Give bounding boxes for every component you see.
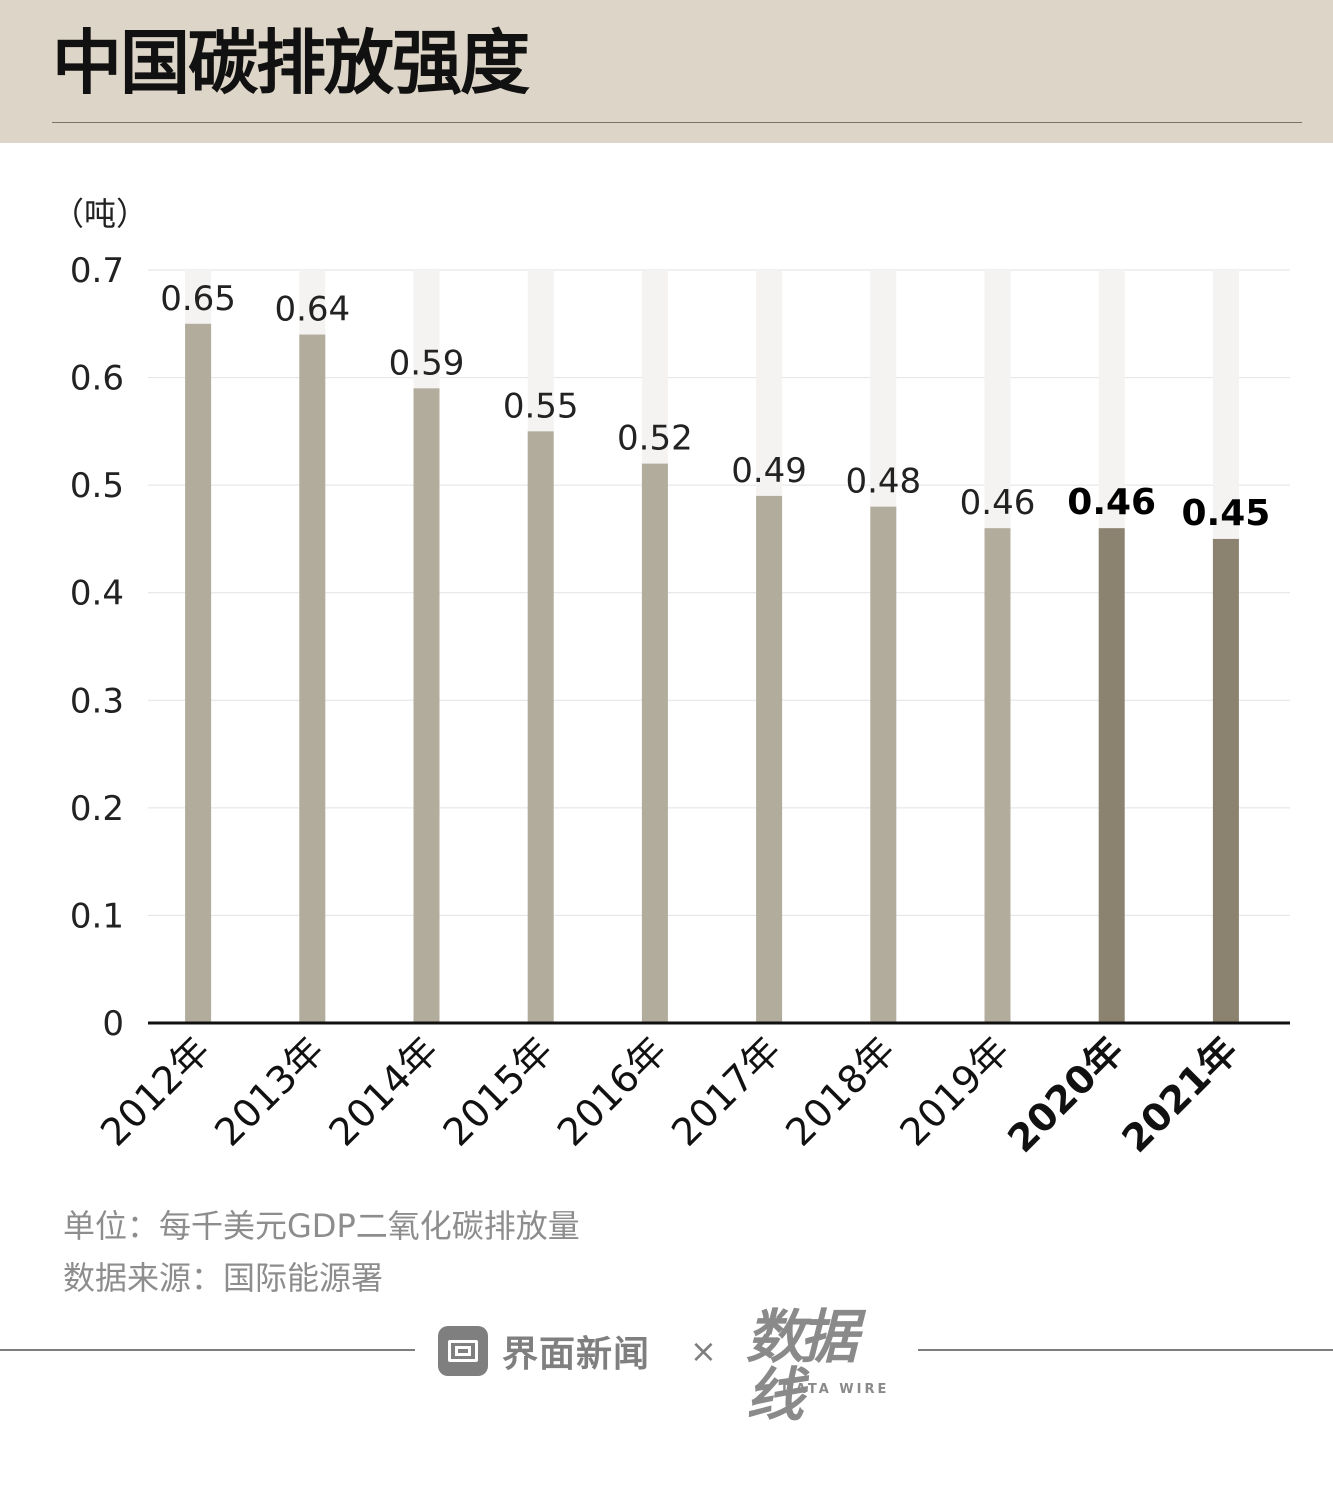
x-tick-label: 2015年 (435, 1028, 561, 1154)
bar (984, 528, 1011, 1023)
data-label: 0.46 (960, 483, 1036, 523)
data-label: 0.45 (1181, 493, 1270, 534)
y-tick-label: 0.2 (70, 789, 124, 829)
footer-divider-left (0, 1349, 415, 1351)
x-tick-label: 2014年 (320, 1028, 446, 1154)
brand-name: 界面新闻 (502, 1334, 651, 1375)
bar (413, 388, 440, 1023)
data-label: 0.46 (1067, 482, 1156, 523)
y-tick-label: 0.3 (70, 681, 124, 721)
bar (527, 431, 554, 1023)
data-wire-logo: 数据线 DATA WIRE (746, 1308, 896, 1424)
y-tick-label: 0.4 (70, 574, 124, 614)
y-tick-label: 0.5 (70, 466, 124, 506)
source-note: 数据来源：国际能源署 (63, 1259, 384, 1297)
data-label: 0.52 (617, 419, 693, 459)
jiemian-logo-icon (438, 1326, 488, 1376)
footer-divider-right (918, 1349, 1333, 1351)
bar (756, 495, 783, 1023)
brand-separator: × (690, 1332, 717, 1370)
page-title: 中国碳排放强度 (52, 22, 530, 104)
bar-chart: （吨） 0 0.1 0.2 0.3 0.4 0.5 0.6 0.7 0.65 2012年 0.64 20… (52, 195, 1290, 1161)
data-label: 0.64 (274, 290, 350, 330)
x-tick-label: 2017年 (663, 1028, 789, 1154)
data-wire-logo-sub: DATA WIRE (782, 1382, 890, 1397)
y-tick-label: 0.1 (70, 896, 124, 936)
bar (1212, 538, 1239, 1023)
data-label: 0.59 (389, 343, 465, 383)
x-tick-label: 2016年 (549, 1028, 675, 1154)
x-tick-label: 2019年 (891, 1028, 1017, 1154)
y-tick-label: 0.6 (70, 359, 124, 399)
x-tick-label: 2012年 (92, 1028, 218, 1154)
bar (185, 323, 212, 1023)
bar (641, 463, 668, 1024)
unit-note: 单位：每千美元GDP二氧化碳排放量 (63, 1207, 580, 1245)
data-wire-logo-text: 数据线 (746, 1303, 858, 1429)
data-label: 0.65 (160, 279, 236, 319)
bar (870, 506, 897, 1024)
bar (299, 334, 326, 1023)
y-axis-unit-label: （吨） (52, 195, 148, 233)
brand-jiemian: 界面新闻 (438, 1325, 650, 1377)
header-band: 中国碳排放强度 (0, 0, 1333, 143)
data-label: 0.55 (503, 386, 579, 426)
data-label: 0.49 (731, 451, 807, 491)
x-tick-label: 2020年 (999, 1028, 1132, 1161)
y-tick-label: 0.7 (70, 251, 124, 291)
data-label: 0.48 (845, 462, 921, 502)
x-tick-label: 2018年 (777, 1028, 903, 1154)
x-tick-label: 2021年 (1113, 1028, 1246, 1161)
bar (1098, 528, 1125, 1023)
y-tick-label: 0 (102, 1004, 124, 1044)
header-divider (52, 122, 1302, 123)
x-tick-label: 2013年 (206, 1028, 332, 1154)
